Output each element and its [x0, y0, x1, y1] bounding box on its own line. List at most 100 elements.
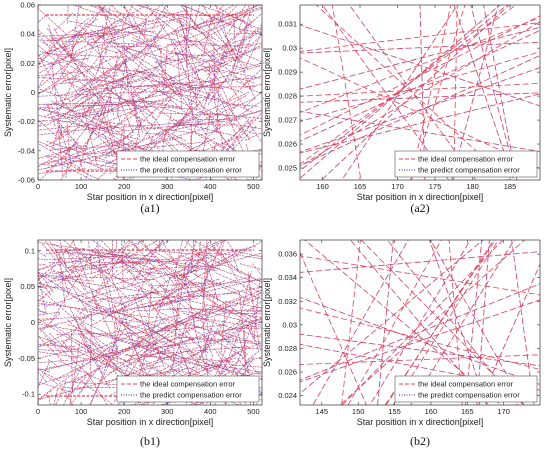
- predict-trace-segment: [300, 92, 540, 103]
- ideal-trace-segment: [38, 119, 60, 140]
- predict-trace-segment: [248, 380, 251, 405]
- y-tick-label: -0.02: [18, 117, 35, 126]
- y-tick-label: 0.036: [278, 250, 297, 259]
- predict-trace-segment: [38, 275, 155, 281]
- ideal-trace-segment: [113, 322, 118, 361]
- ideal-trace-segment: [70, 5, 80, 59]
- predict-trace-segment: [225, 16, 239, 38]
- predict-trace-segment: [69, 306, 103, 374]
- predict-trace-segment: [50, 145, 82, 151]
- ideal-trace-segment: [66, 124, 71, 167]
- ideal-trace-segment: [300, 82, 540, 97]
- ideal-trace-segment: [49, 145, 82, 151]
- predict-trace-segment: [453, 5, 515, 180]
- predict-trace-segment: [229, 33, 262, 35]
- predict-trace-segment: [40, 36, 64, 60]
- predict-trace-segment: [72, 251, 102, 257]
- ideal-trace-segment: [183, 123, 243, 138]
- predict-trace-segment: [102, 109, 116, 155]
- ideal-trace-segment: [97, 96, 110, 136]
- ideal-trace-segment: [47, 141, 106, 165]
- ideal-trace-segment: [300, 333, 540, 367]
- ideal-trace-segment: [95, 240, 132, 294]
- predict-trace-segment: [183, 19, 227, 53]
- predict-trace-segment: [50, 36, 96, 77]
- ideal-trace-segment: [369, 240, 471, 405]
- predict-trace-segment: [242, 24, 248, 45]
- ideal-trace-segment: [140, 365, 163, 371]
- panel-caption: (a2): [410, 201, 429, 215]
- predict-trace-segment: [387, 240, 518, 405]
- predict-trace-segment: [96, 259, 114, 273]
- ideal-trace-segment: [44, 69, 147, 107]
- predict-trace-segment: [46, 265, 129, 284]
- predict-trace-segment: [66, 63, 155, 119]
- predict-trace-segment: [98, 95, 181, 109]
- predict-trace-segment: [226, 359, 242, 380]
- ideal-trace-segment: [66, 250, 89, 294]
- ideal-trace-segment: [232, 43, 251, 47]
- ideal-trace-segment: [300, 54, 540, 167]
- predict-trace-segment: [60, 58, 80, 66]
- predict-trace-segment: [88, 140, 134, 164]
- ideal-trace-segment: [173, 240, 183, 279]
- ideal-trace-segment: [38, 143, 80, 169]
- ideal-trace-segment: [65, 62, 155, 119]
- ideal-trace-segment: [154, 66, 177, 96]
- predict-trace-segment: [87, 77, 125, 112]
- ideal-trace-segment: [47, 359, 61, 368]
- ideal-trace-segment: [116, 43, 129, 118]
- legend: the ideal compensation error the predict …: [394, 150, 538, 178]
- predict-trace-segment: [149, 321, 262, 352]
- ideal-trace-segment: [151, 12, 231, 72]
- ideal-trace-segment: [38, 102, 136, 110]
- predict-trace-segment: [136, 277, 251, 307]
- ideal-trace-segment: [220, 118, 250, 151]
- ideal-trace-segment: [80, 43, 156, 87]
- ideal-trace-segment: [176, 336, 262, 342]
- predict-trace-segment: [202, 5, 236, 62]
- predict-trace-segment: [60, 386, 81, 390]
- ideal-trace-segment: [55, 249, 70, 296]
- ideal-trace-segment: [148, 328, 234, 375]
- predict-trace-segment: [48, 106, 92, 119]
- predict-trace-segment: [196, 336, 209, 370]
- predict-trace-segment: [161, 10, 214, 40]
- predict-trace-segment: [151, 136, 184, 145]
- predict-trace-segment: [187, 5, 193, 39]
- ideal-trace-segment: [38, 316, 85, 320]
- x-tick-label: 170: [497, 407, 510, 416]
- ideal-trace-segment: [90, 240, 159, 280]
- ideal-trace-segment: [131, 240, 163, 285]
- ideal-trace-segment: [174, 262, 186, 336]
- ideal-trace-segment: [230, 42, 242, 74]
- ideal-trace-segment: [205, 303, 234, 317]
- predict-trace-segment: [63, 381, 127, 386]
- predict-trace-segment: [313, 240, 410, 405]
- predict-trace-segment: [185, 5, 190, 17]
- predict-trace-segment: [159, 296, 197, 308]
- predict-trace-segment: [130, 240, 168, 283]
- ideal-trace-segment: [77, 62, 126, 91]
- predict-trace-segment: [131, 94, 141, 138]
- predict-trace-segment: [187, 86, 256, 88]
- predict-trace-segment: [116, 69, 235, 107]
- ideal-trace-segment: [238, 127, 255, 134]
- ideal-trace-segment: [120, 307, 172, 343]
- predict-trace-segment: [185, 240, 206, 262]
- ideal-trace-segment: [114, 50, 124, 67]
- predict-trace-segment: [126, 354, 174, 380]
- predict-trace-segment: [38, 351, 101, 362]
- predict-trace-segment: [134, 68, 220, 117]
- ideal-trace-segment: [64, 5, 148, 51]
- predict-trace-segment: [220, 352, 241, 363]
- ideal-trace-segment: [225, 26, 262, 57]
- predict-trace-segment: [199, 167, 201, 180]
- ideal-trace-segment: [172, 245, 217, 287]
- predict-trace-segment: [83, 322, 124, 342]
- ideal-trace-segment: [50, 106, 147, 121]
- predict-trace-segment: [148, 306, 243, 357]
- ideal-trace-segment: [234, 109, 262, 120]
- predict-trace-segment: [132, 64, 212, 106]
- ideal-trace-segment: [119, 299, 146, 380]
